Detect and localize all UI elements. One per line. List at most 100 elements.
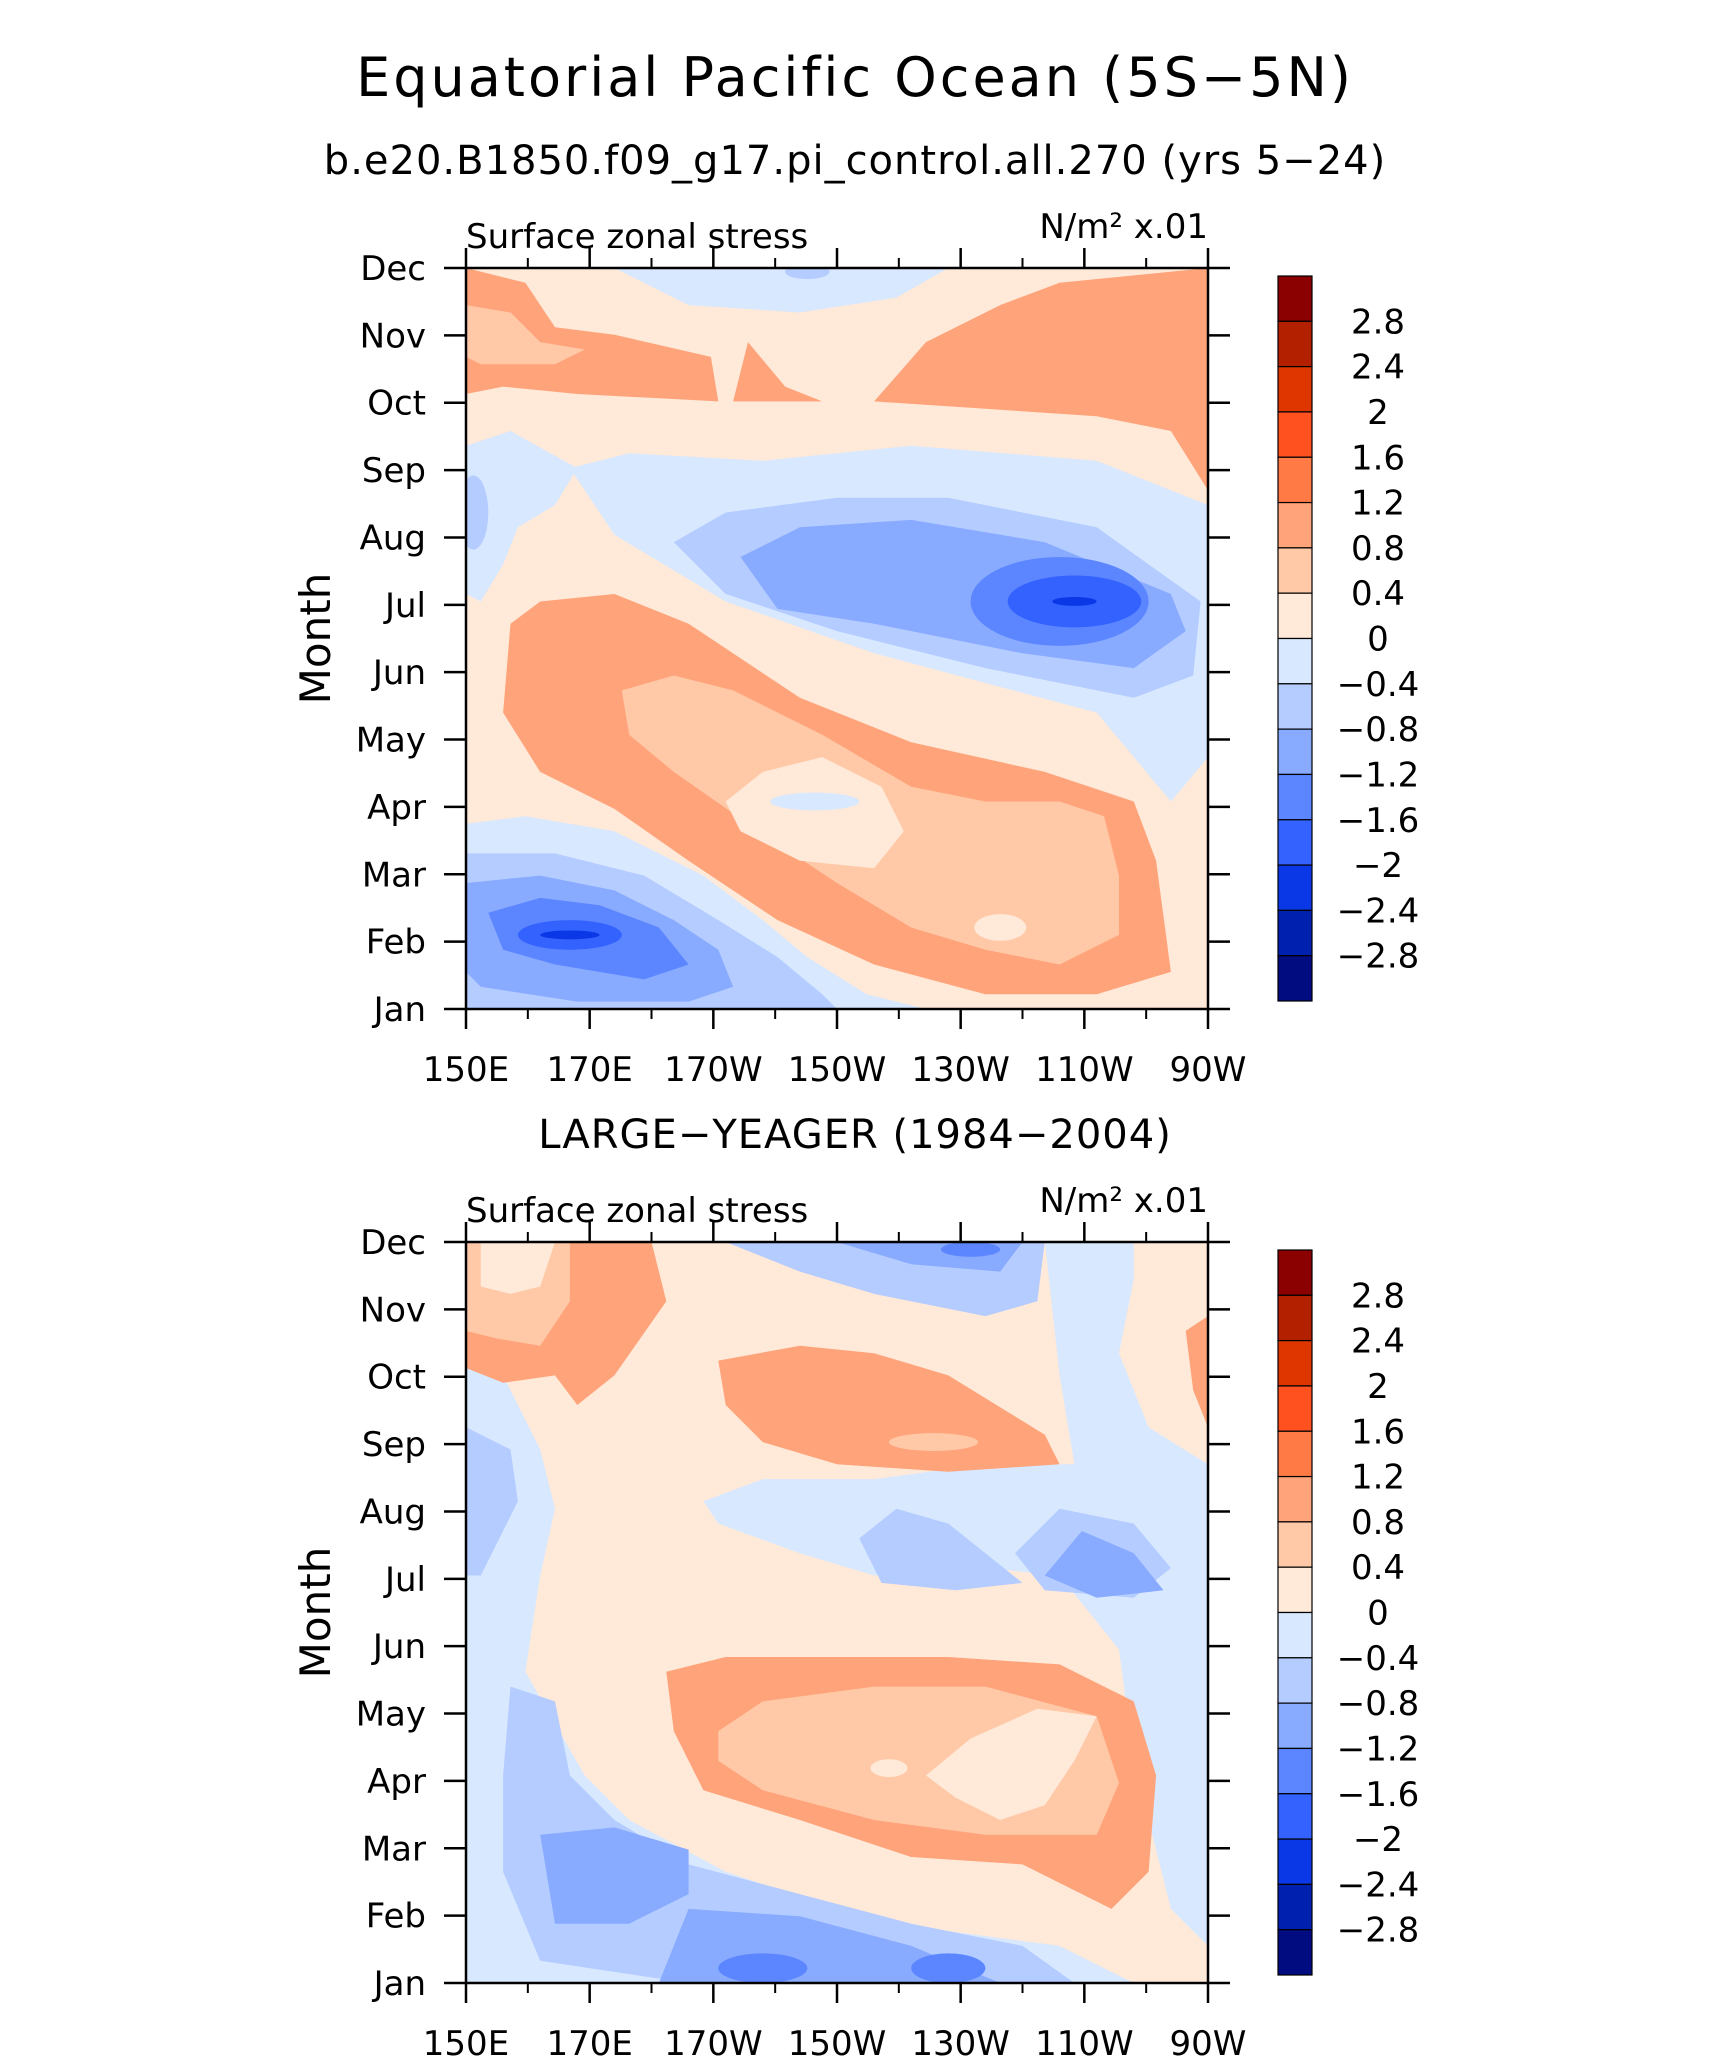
colorbar-swatch [1277,1430,1313,1478]
colorbar-label: −0.4 [1337,665,1420,705]
month-label-jul: Jul [383,1560,426,1600]
colorbar-label: 1.6 [1351,1412,1405,1452]
colorbar-swatch [1277,637,1313,685]
colorbar-label: 0.8 [1351,529,1405,569]
contour-field [466,268,1208,1009]
colorbar-label: 0 [1367,1594,1389,1634]
lon-label: 170E [546,1050,632,1090]
y-axis-title: Month [291,573,340,705]
colorbar-swatch [1277,819,1313,866]
colorbar-swatch [1277,1793,1313,1840]
lon-label: 170W [664,2024,763,2058]
lon-label: 150E [423,2024,509,2058]
month-label-jun: Jun [371,653,426,693]
colorbar-swatch [1277,909,1313,957]
colorbar: 2.8 2.4 2 1.6 1.2 0.8 0.4 0 −0.4 −0.8 −1.2 −1.6 −2 −2… [1277,1249,1420,1976]
colorbar-label: 0.4 [1351,1548,1405,1588]
colorbar-swatch [1277,1475,1313,1523]
variable-label: Surface zonal stress [466,1191,808,1231]
colorbar-swatch [1277,773,1313,821]
colorbar-swatch [1277,411,1313,458]
lon-label: 150W [788,1050,887,1090]
month-label-aug: Aug [360,1492,426,1532]
colorbar-swatch [1277,955,1313,1002]
variable-label: Surface zonal stress [466,217,808,257]
panel-2: Jan Feb Mar Apr May Jun Jul Aug Sep Oct Nov Dec 150E… [291,1181,1419,2058]
colorbar-swatch [1277,1838,1313,1885]
colorbar-swatch [1277,683,1313,730]
month-label-may: May [356,1695,426,1735]
units-label: N/m² x.01 [1039,1181,1208,1221]
lon-label: 150E [423,1050,509,1090]
colorbar: 2.8 2.4 2 1.6 1.2 0.8 0.4 0 −0.4 −0.8 −1.2 −1.6 −2 −2… [1277,275,1420,1002]
units-label: N/m² x.01 [1039,207,1208,247]
colorbar-label: −1.6 [1337,1775,1420,1815]
month-label-oct: Oct [367,384,426,424]
month-label-feb: Feb [366,1897,426,1937]
panel-1: Jan Feb Mar Apr May Jun Jul Aug Sep Oct Nov Dec 150E… [291,207,1419,1090]
colorbar-label: −2.8 [1337,1911,1420,1951]
colorbar-label: 1.6 [1351,438,1405,478]
lon-label: 110W [1035,1050,1134,1090]
lon-label: 90W [1170,1050,1247,1090]
colorbar-label: 1.2 [1351,484,1405,524]
colorbar-label: −0.8 [1337,710,1420,750]
colorbar-label: 2 [1367,1367,1389,1407]
month-label-dec: Dec [360,249,426,289]
month-label-jun: Jun [371,1627,426,1667]
month-label-may: May [356,721,426,761]
colorbar-label: −1.2 [1337,1729,1420,1769]
colorbar-label: −0.4 [1337,1639,1420,1679]
colorbar-swatch [1277,1883,1313,1931]
y-axis-title: Month [291,1547,340,1679]
figure-title: Equatorial Pacific Ocean (5S−5N) [356,46,1354,109]
colorbar-swatch [1277,1747,1313,1795]
panel2-title: LARGE−YEAGER (1984−2004) [538,1112,1172,1158]
month-label-aug: Aug [360,518,426,558]
colorbar-swatch [1277,1249,1313,1296]
month-label-nov: Nov [360,1290,426,1330]
colorbar-label: −1.2 [1337,755,1420,795]
colorbar-swatch [1277,592,1313,640]
colorbar-label: 2 [1367,393,1389,433]
colorbar-swatch [1277,728,1313,776]
lon-label: 110W [1035,2024,1134,2058]
colorbar-swatch [1277,320,1313,368]
month-label-apr: Apr [367,1762,426,1802]
colorbar-swatch [1277,1611,1313,1659]
colorbar-label: 0.8 [1351,1503,1405,1543]
lon-label: 90W [1170,2024,1247,2058]
contour-field [466,1242,1208,1983]
month-label-sep: Sep [362,1425,426,1465]
colorbar-swatch [1277,1702,1313,1750]
colorbar-swatch [1277,275,1313,322]
colorbar-swatch [1277,864,1313,911]
lon-label: 130W [911,2024,1010,2058]
colorbar-label: 2.8 [1351,302,1405,342]
colorbar-swatch [1277,1566,1313,1614]
lon-label: 170E [546,2024,632,2058]
colorbar-swatch [1277,1340,1313,1387]
lon-label: 170W [664,1050,763,1090]
colorbar-label: −2.4 [1337,891,1420,931]
lon-label: 150W [788,2024,887,2058]
colorbar-swatch [1277,1929,1313,1976]
colorbar-label: 0 [1367,620,1389,660]
month-label-dec: Dec [360,1223,426,1263]
colorbar-label: −0.8 [1337,1684,1420,1724]
colorbar-label: 2.8 [1351,1276,1405,1316]
colorbar-label: 0.4 [1351,574,1405,614]
colorbar-swatch [1277,456,1313,504]
colorbar-swatch [1277,1657,1313,1704]
month-label-jul: Jul [383,586,426,626]
month-label-mar: Mar [362,855,426,895]
lon-label: 130W [911,1050,1010,1090]
colorbar-label: 2.4 [1351,348,1405,388]
month-label-nov: Nov [360,316,426,356]
colorbar-label: 2.4 [1351,1322,1405,1362]
month-label-oct: Oct [367,1358,426,1398]
month-label-mar: Mar [362,1829,426,1869]
colorbar-label: 1.2 [1351,1458,1405,1498]
month-label-jan: Jan [372,990,426,1030]
